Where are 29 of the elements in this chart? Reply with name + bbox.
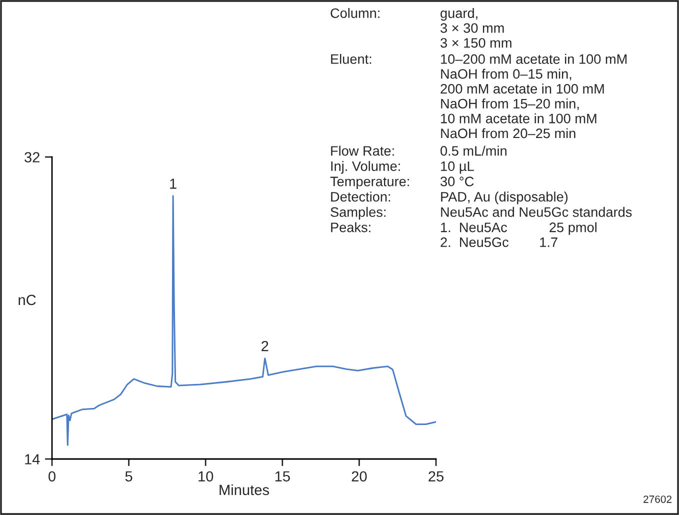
y-axis-title: nC [18, 294, 36, 306]
text: guard, 3 × 30 mm 3 × 150 mm [440, 8, 512, 48]
text: Neu5Ac and Neu5Gc standards [441, 206, 632, 217]
y-tick-label: 14 [25, 454, 40, 464]
text: 27602 [644, 496, 672, 503]
y-tick-label: 32 [24, 152, 40, 162]
text: Flow Rate: [331, 146, 394, 156]
x-tick-label: 5 [125, 471, 132, 482]
annotation: Temperature: [330, 176, 409, 189]
annotation: Inj. Volume: [331, 161, 400, 174]
text: 30 °C [440, 176, 474, 186]
text: 0.5 mL/min [440, 146, 506, 156]
x-tick-label: 25 [428, 471, 444, 482]
annotation: 1 [170, 178, 176, 189]
annotation: Samples: [330, 206, 386, 220]
x-tick-label: 0 [48, 471, 56, 482]
text: PAD, Au (disposable) [441, 192, 568, 204]
annotation: Detection: [331, 192, 390, 202]
x-tick-label: 15 [275, 471, 290, 482]
x-axis-title: Minutes [220, 484, 270, 496]
annotation: Peaks: [331, 222, 370, 232]
text: 1. Neu5Ac 25 pmol 2. Neu5Gc 1.7 [440, 222, 596, 248]
x-tick-label: 10 [198, 471, 214, 482]
annotation: 2 [262, 340, 268, 352]
text: Column: [330, 8, 380, 18]
text: 10 µL [441, 161, 474, 174]
text: Eluent: [331, 54, 372, 64]
text: 10–200 mM acetate in 100 mM NaOH from 0–15 min, 200 mM acetate in 100 mM NaOH from 15–20 min, 10 mM acetate in 100 mM NaOH from 20–25 min [440, 54, 627, 138]
x-tick-label: 20 [352, 471, 367, 482]
